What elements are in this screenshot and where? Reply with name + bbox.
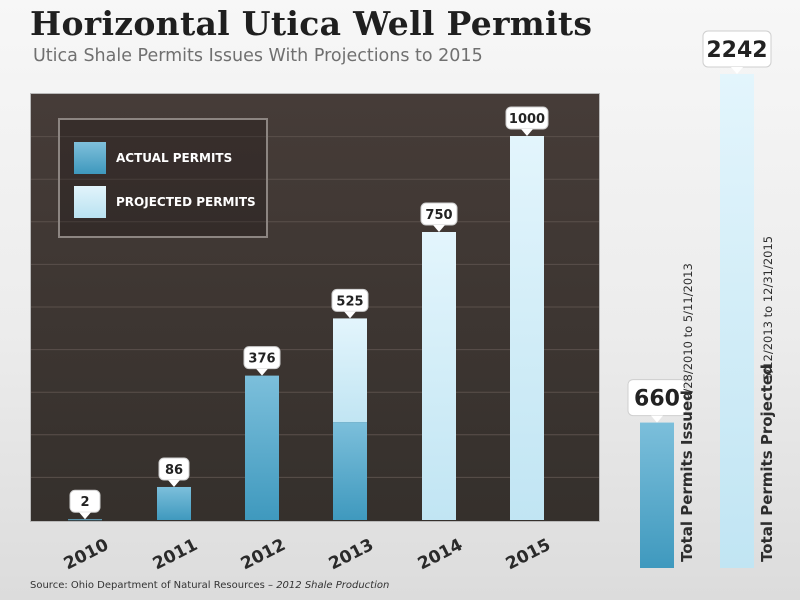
- bar-actual-2013: [333, 422, 367, 520]
- value-tag-pointer: [731, 67, 743, 74]
- bar-actual-2011: [157, 486, 191, 520]
- total-issued-label: 660: [627, 379, 687, 423]
- total-projected-title: Total Permits Projected: [758, 364, 776, 562]
- bar-label-2015: 1000: [505, 106, 549, 136]
- total-projected-label: 2242: [702, 30, 772, 74]
- value-tag-pointer: [168, 479, 180, 487]
- legend-swatch-projected: [74, 186, 106, 218]
- bar-total-issued: [640, 422, 674, 568]
- bar-label-2014: 750: [420, 202, 458, 232]
- value-tag-pointer: [651, 415, 663, 423]
- source-text: Source: Ohio Department of Natural Resou…: [30, 580, 277, 591]
- chart-title: Horizontal Utica Well Permits: [30, 4, 593, 43]
- value-tag-pointer: [433, 225, 445, 232]
- value-label: 86: [165, 463, 183, 478]
- bar-label-2013: 525: [331, 288, 369, 319]
- x-tick-2015: 2015: [503, 535, 554, 574]
- source-note: Source: Ohio Department of Natural Resou…: [30, 580, 389, 591]
- value-label: 376: [248, 352, 275, 367]
- value-label: 525: [336, 294, 363, 309]
- x-tick-2011: 2011: [150, 535, 201, 574]
- total-projected-dates: 5/12/2013 to 12/31/2015: [761, 236, 775, 380]
- value-tag-pointer: [521, 129, 533, 136]
- value-label: 2: [80, 495, 89, 510]
- x-tick-2010: 2010: [61, 535, 112, 574]
- legend-label-actual: ACTUAL PERMITS: [116, 151, 233, 165]
- value-label: 660: [634, 387, 680, 412]
- bar-projected-2014: [422, 232, 456, 520]
- total-issued-dates: 9/28/2010 to 5/11/2013: [681, 263, 695, 400]
- source-title: 2012 Shale Production: [276, 580, 390, 591]
- value-tag-pointer: [79, 512, 91, 520]
- value-tag-pointer: [344, 311, 356, 319]
- total-issued-title: Total Permits Issued: [678, 390, 696, 562]
- bar-label-2012: 376: [243, 346, 281, 376]
- x-tick-2012: 2012: [238, 535, 289, 574]
- bar-actual-2012: [245, 375, 279, 520]
- legend-swatch-actual: [74, 142, 106, 174]
- legend-label-projected: PROJECTED PERMITS: [116, 195, 256, 209]
- legend: ACTUAL PERMITS PROJECTED PERMITS: [58, 118, 268, 238]
- value-label: 2242: [706, 38, 767, 63]
- bar-actual-2010: [68, 519, 102, 521]
- bar-projected-2015: [510, 136, 544, 520]
- x-tick-2013: 2013: [326, 535, 377, 574]
- x-tick-2014: 2014: [415, 535, 466, 574]
- bar-label-2011: 86: [158, 457, 190, 487]
- bar-total-projected: [720, 74, 754, 568]
- bar-label-2010: 2: [69, 489, 101, 520]
- value-label: 1000: [509, 112, 545, 127]
- value-label: 750: [425, 208, 452, 223]
- value-tag-pointer: [256, 368, 268, 376]
- chart-subtitle: Utica Shale Permits Issues With Projecti…: [33, 46, 483, 66]
- bar-projected-2013: [333, 318, 367, 423]
